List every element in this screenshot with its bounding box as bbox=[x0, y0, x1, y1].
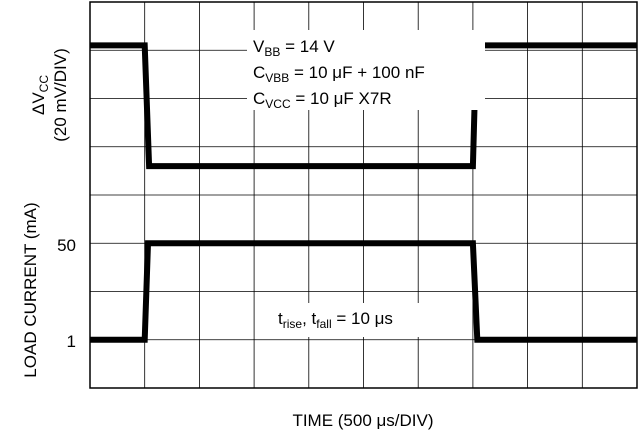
annotation-rise-fall: trise, tfall = 10 μs bbox=[272, 303, 456, 337]
delta-vcc-trace bbox=[90, 42, 637, 170]
lower-axis-label: LOAD CURRENT (mA) bbox=[21, 202, 40, 377]
load-current-trace bbox=[90, 240, 637, 343]
vbb-annotation: VBB = 14 V bbox=[253, 37, 335, 59]
x-axis-label: TIME (500 μs/DIV) bbox=[292, 411, 433, 430]
tick-label-50: 50 bbox=[57, 236, 76, 255]
annotation-conditions: VBB = 14 V CVBB = 10 μF + 100 nF CVCC = … bbox=[247, 30, 485, 111]
plot-frame bbox=[89, 1, 638, 389]
tick-label-1: 1 bbox=[67, 332, 76, 351]
annotation-background bbox=[247, 30, 485, 110]
annotation-rise-fall-background bbox=[272, 303, 456, 337]
upper-axis-label-line2: (20 mV/DIV) bbox=[51, 48, 70, 142]
rise-fall-annotation: trise, tfall = 10 μs bbox=[278, 309, 393, 331]
cvbb-annotation: CVBB = 10 μF + 100 nF bbox=[253, 63, 425, 85]
cvcc-annotation: CVCC = 10 μF X7R bbox=[253, 89, 392, 111]
upper-axis-label-line1: ΔVCC bbox=[29, 75, 51, 115]
